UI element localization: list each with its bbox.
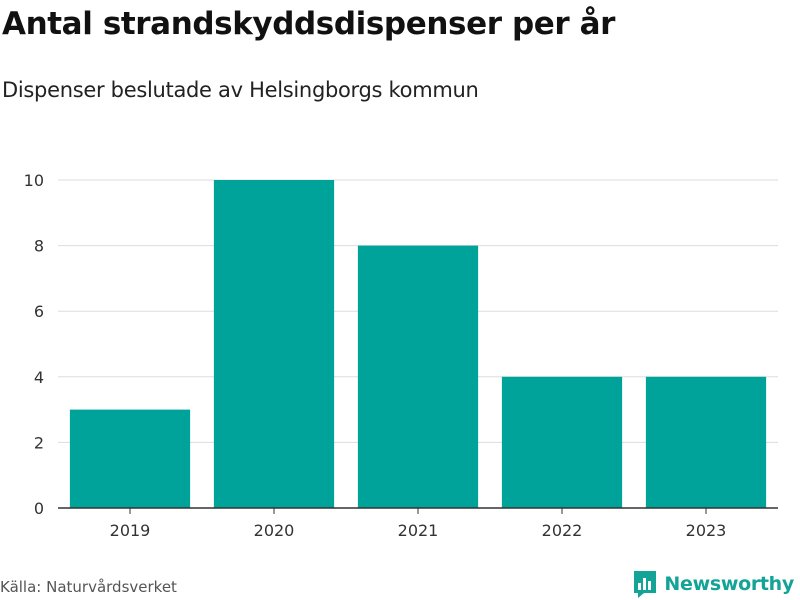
x-tick-label: 2019 (110, 521, 151, 540)
y-tick-label: 2 (34, 433, 44, 452)
x-tick-label: 2020 (254, 521, 295, 540)
y-tick-label: 0 (34, 499, 44, 518)
axes: 0 2 4 6 8 10 2019 2020 2021 2022 2023 (24, 171, 778, 540)
bar-2019 (69, 409, 191, 508)
x-tick-label: 2022 (542, 521, 583, 540)
bars (69, 180, 767, 508)
chart-title: Antal strandskyddsdispenser per år (2, 6, 616, 42)
bar-chart: 0 2 4 6 8 10 2019 2020 2021 2022 2023 (24, 171, 778, 540)
brand-logo: Newsworthy (632, 569, 794, 599)
chart-subtitle: Dispenser beslutade av Helsingborgs komm… (2, 78, 479, 102)
y-tick-label: 8 (34, 237, 44, 256)
bar-2021 (357, 245, 479, 508)
y-tick-label: 4 (34, 368, 44, 387)
x-tick-label: 2023 (686, 521, 727, 540)
brand-name: Newsworthy (664, 573, 794, 595)
x-tick-label: 2021 (398, 521, 439, 540)
bar-2020 (213, 180, 335, 508)
bar-chart-speech-bubble-icon (634, 571, 657, 598)
bar-2023 (645, 376, 767, 508)
source-note: Källa: Naturvårdsverket (0, 578, 177, 596)
y-tick-label: 10 (24, 171, 44, 190)
y-tick-label: 6 (34, 302, 44, 321)
bar-2022 (501, 376, 623, 508)
